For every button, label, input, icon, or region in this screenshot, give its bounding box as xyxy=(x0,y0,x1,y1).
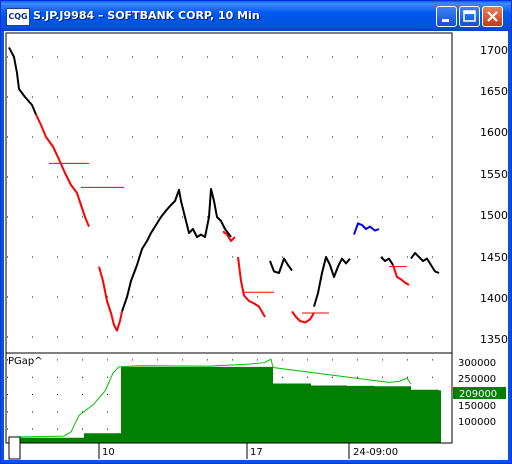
price-segment-red xyxy=(222,230,236,242)
price-tick: 1400 xyxy=(480,292,508,305)
time-label: 24-09:00 xyxy=(353,447,398,458)
scroll-handle[interactable] xyxy=(8,436,21,460)
price-levels xyxy=(49,162,407,314)
price-segment-black xyxy=(269,257,293,274)
time-label: 17 xyxy=(250,447,263,458)
pgap-tick: 300000 xyxy=(458,358,496,369)
pgap-current-value: 209000 xyxy=(459,389,497,400)
chart-canvas[interactable]: 1700 1650 1600 1550 1500 1450 1400 1350 … xyxy=(4,31,508,460)
pgap-axis: 300000 250000 150000 100000 xyxy=(458,358,496,428)
price-segment-red xyxy=(237,256,266,318)
price-segment-red xyxy=(35,114,90,227)
price-tick: 1700 xyxy=(480,44,508,57)
price-tick: 1500 xyxy=(480,209,508,222)
pgap-label: PGap^ xyxy=(8,356,43,367)
title-bar[interactable]: CQG S.JP.J9984 – SOFTBANK CORP, 10 Min xyxy=(1,1,511,31)
window-title: S.JP.J9984 – SOFTBANK CORP, 10 Min xyxy=(33,9,260,22)
minimize-button[interactable] xyxy=(436,6,457,27)
price-axis: 1700 1650 1600 1550 1500 1450 1400 1350 xyxy=(480,44,508,346)
price-tick: 1600 xyxy=(480,126,508,139)
price-tick: 1650 xyxy=(480,85,508,98)
close-icon xyxy=(487,11,498,22)
maximize-icon xyxy=(463,10,476,22)
price-tick: 1550 xyxy=(480,168,508,181)
cqg-app-icon[interactable]: CQG xyxy=(6,8,30,26)
maximize-button[interactable] xyxy=(459,6,480,27)
price-tick: 1350 xyxy=(480,333,508,346)
pgap-tick: 250000 xyxy=(458,374,496,385)
close-button[interactable] xyxy=(482,6,503,27)
price-segment-black xyxy=(313,256,351,307)
price-segment-red xyxy=(98,266,123,332)
minimize-icon xyxy=(442,19,449,22)
price-series xyxy=(8,46,440,332)
price-segment-blue xyxy=(353,222,380,235)
price-panel[interactable] xyxy=(5,32,453,354)
pgap-tick: 150000 xyxy=(458,401,496,412)
pgap-current-value-box xyxy=(453,387,506,399)
price-segment-black xyxy=(410,252,440,274)
price-segment-red xyxy=(291,310,315,324)
pgap-line xyxy=(8,358,412,438)
pgap-histogram xyxy=(9,366,441,443)
price-segment-red xyxy=(392,264,410,286)
price-segment-black xyxy=(121,188,232,312)
pgap-tick: 100000 xyxy=(458,417,496,428)
price-segment-black xyxy=(8,46,37,115)
time-label: 10 xyxy=(102,447,115,458)
chart-area[interactable]: 1700 1650 1600 1550 1500 1450 1400 1350 … xyxy=(4,31,508,460)
price-tick: 1450 xyxy=(480,251,508,264)
price-segment-black xyxy=(380,256,394,266)
